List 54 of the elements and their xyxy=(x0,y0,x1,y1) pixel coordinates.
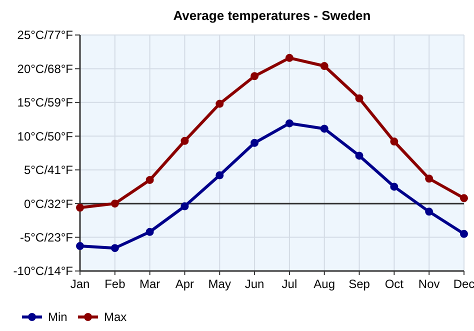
point xyxy=(250,72,259,80)
x-tick-label: Jun xyxy=(244,277,264,291)
y-tick-label: 10°C xyxy=(17,129,44,144)
x-tick-label: Mar xyxy=(139,277,160,291)
x-tick-label: May xyxy=(208,277,231,291)
x-tick-label: Jan xyxy=(70,277,90,291)
x-tick-label: Nov xyxy=(418,277,440,291)
y-tick-label: 25°C xyxy=(17,28,44,42)
y2-tick-label: /23°F xyxy=(44,230,73,244)
x-tick-label: Oct xyxy=(384,277,404,291)
point xyxy=(146,176,154,184)
y2-tick-label: /77°F xyxy=(44,28,73,42)
y2-tick-label: /59°F xyxy=(44,96,73,110)
point xyxy=(320,62,328,70)
y2-tick-label: /14°F xyxy=(44,264,73,278)
x-tick-label: Apr xyxy=(175,277,194,291)
y2-tick-label: /68°F xyxy=(44,62,73,76)
y2-tick-label: /32°F xyxy=(44,196,73,211)
x-tick-label: Feb xyxy=(104,277,126,291)
y2-tick-label: /41°F xyxy=(44,163,73,178)
point xyxy=(285,54,294,62)
point xyxy=(216,171,224,180)
point xyxy=(390,182,398,191)
x-tick-label: Aug xyxy=(314,277,336,291)
x-tick-label: Dec xyxy=(453,277,474,291)
point xyxy=(425,208,434,216)
y-tick-label: 5°C xyxy=(24,163,44,178)
point xyxy=(146,228,154,236)
point xyxy=(355,94,364,102)
legend-label: Max xyxy=(104,310,127,324)
x-tick-label: Sep xyxy=(348,277,370,291)
point xyxy=(180,136,189,145)
point xyxy=(285,119,294,128)
point xyxy=(180,202,189,210)
point xyxy=(425,174,434,183)
legend-label: Min xyxy=(48,310,68,324)
x-tick-label: Jul xyxy=(282,277,298,291)
y-tick-label: -10°C xyxy=(13,264,44,278)
y-tick-label: 20°C xyxy=(17,62,44,76)
point xyxy=(320,124,328,133)
point xyxy=(460,194,468,202)
point xyxy=(110,244,119,252)
point xyxy=(76,242,84,250)
point xyxy=(460,230,468,238)
point xyxy=(110,200,119,208)
y-tick-label: 15°C xyxy=(17,96,44,110)
point xyxy=(250,138,259,147)
point xyxy=(216,100,224,108)
y2-tick-label: /50°F xyxy=(44,129,73,144)
y-tick-label: 0°C xyxy=(24,196,44,211)
point xyxy=(355,152,364,160)
y-tick-label: -5°C xyxy=(20,230,44,244)
chart-title: Average temperatures - Sweden xyxy=(173,8,371,23)
point xyxy=(390,138,398,146)
